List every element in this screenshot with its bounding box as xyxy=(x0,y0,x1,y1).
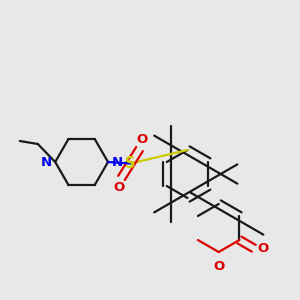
Text: S: S xyxy=(125,156,136,171)
Text: O: O xyxy=(257,242,268,255)
Text: O: O xyxy=(213,260,224,273)
Text: O: O xyxy=(113,181,125,194)
Text: N: N xyxy=(40,155,52,169)
Text: N: N xyxy=(112,155,123,169)
Text: O: O xyxy=(136,133,148,146)
